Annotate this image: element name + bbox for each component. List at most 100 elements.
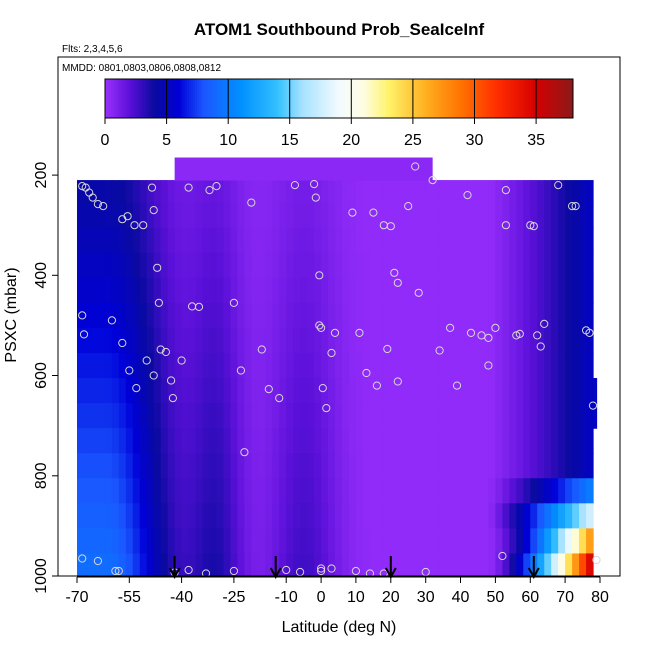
observation-point (118, 338, 127, 348)
heatmap-cell (223, 180, 232, 204)
heatmap-cell (418, 277, 427, 304)
observation-point (147, 183, 157, 192)
colorbar-segment (193, 79, 196, 118)
heatmap-cell (77, 180, 85, 204)
heatmap-cell (258, 252, 266, 279)
heatmap-cell (272, 503, 280, 529)
heatmap-cell (265, 528, 273, 555)
x-tick-label: -25 (222, 589, 245, 606)
colorbar-segment (527, 79, 530, 118)
x-tick-label: -10 (275, 589, 298, 606)
heatmap-cell (265, 227, 273, 254)
heatmap-cell (83, 453, 92, 479)
heatmap-cell (523, 403, 531, 429)
heatmap-cell (544, 528, 552, 555)
colorbar-segment (433, 79, 436, 118)
heatmap-cell (376, 403, 385, 429)
heatmap-cell (586, 453, 594, 479)
heatmap-cell (104, 428, 113, 454)
colorbar-segment (163, 79, 166, 118)
heatmap-cell (307, 528, 315, 555)
heatmap-cell (286, 378, 294, 404)
heatmap-cell (97, 327, 106, 354)
heatmap-cell (104, 302, 113, 329)
heatmap-cell (258, 528, 266, 555)
heatmap-cell (376, 302, 385, 329)
heatmap-cell (544, 352, 552, 379)
heatmap-cell (481, 428, 490, 454)
heatmap-cell (160, 327, 169, 354)
colorbar-segment (205, 79, 208, 118)
colorbar-segment (539, 79, 542, 118)
heatmap-cell (111, 403, 120, 429)
heatmap-cell (209, 478, 218, 504)
heatmap-cell (132, 378, 141, 404)
observation-point (177, 356, 186, 365)
heatmap-cell (516, 277, 524, 304)
heatmap-cell (104, 453, 113, 479)
heatmap-cell (516, 428, 524, 454)
heatmap-cell (286, 352, 294, 379)
heatmap-cell (376, 227, 385, 254)
heatmap-cell (314, 180, 322, 204)
heatmap-cell (460, 553, 469, 577)
heatmap-cell (279, 453, 287, 479)
heatmap-cell (348, 252, 357, 279)
heatmap-cell (244, 528, 252, 555)
heatmap-cell (146, 302, 155, 329)
colorbar-segment (465, 79, 468, 118)
heatmap-cell (279, 528, 287, 555)
colorbar-segment (341, 79, 344, 118)
colorbar-segment (519, 79, 522, 118)
heatmap-cell (481, 378, 490, 404)
heatmap-cell (174, 202, 183, 229)
heatmap-cell (111, 478, 120, 504)
heatmap-cell (321, 277, 329, 304)
heatmap-cell (481, 528, 490, 555)
heatmap-cell (146, 478, 155, 504)
colorbar-segment (567, 79, 570, 118)
heatmap-cell (125, 252, 134, 279)
heatmap-cell (516, 227, 524, 254)
heatmap-cell (495, 352, 503, 379)
heatmap-cell (579, 252, 587, 279)
colorbar-segment (543, 79, 546, 118)
heatmap-cell (474, 428, 483, 454)
x-axis: -70 -55 -40 -25 -10 0 10 20 30 40 50 60 70 80 (65, 576, 609, 606)
heatmap-cell (202, 428, 211, 454)
heatmap-cell (307, 202, 315, 229)
colorbar-segment (359, 79, 362, 118)
heatmap-cell (77, 528, 85, 555)
heatmap-cell (181, 252, 190, 279)
heatmap-cell (530, 503, 538, 529)
heatmap-cell (153, 180, 162, 204)
heatmap-cell (258, 503, 266, 529)
heatmap-cell (551, 478, 559, 504)
heatmap-cell (502, 202, 510, 229)
colorbar-segment (367, 79, 370, 118)
observation-point (515, 329, 524, 338)
colorbar-segment (189, 79, 192, 118)
heatmap-cell (328, 277, 336, 304)
colorbar-segment (397, 79, 400, 118)
heatmap-cell (328, 503, 336, 529)
heatmap-cell (481, 453, 490, 479)
heatmap-cell (453, 403, 462, 429)
heatmap-cell (328, 227, 336, 254)
heatmap-cell (446, 478, 455, 504)
heatmap-cell (502, 453, 510, 479)
heatmap-cell (223, 503, 232, 529)
heatmap-cell (174, 252, 183, 279)
colorbar-segment (339, 79, 342, 118)
heatmap-cell (286, 302, 294, 329)
heatmap-cell (272, 327, 280, 354)
heatmap-cell (341, 202, 350, 229)
heatmap-cell (418, 202, 427, 229)
heatmap-cell (551, 327, 559, 354)
colorbar-segment (167, 79, 170, 118)
heatmap-cell (425, 528, 434, 555)
heatmap-cell (544, 302, 552, 329)
heatmap-cell (376, 553, 385, 577)
heatmap-cell (174, 403, 183, 429)
